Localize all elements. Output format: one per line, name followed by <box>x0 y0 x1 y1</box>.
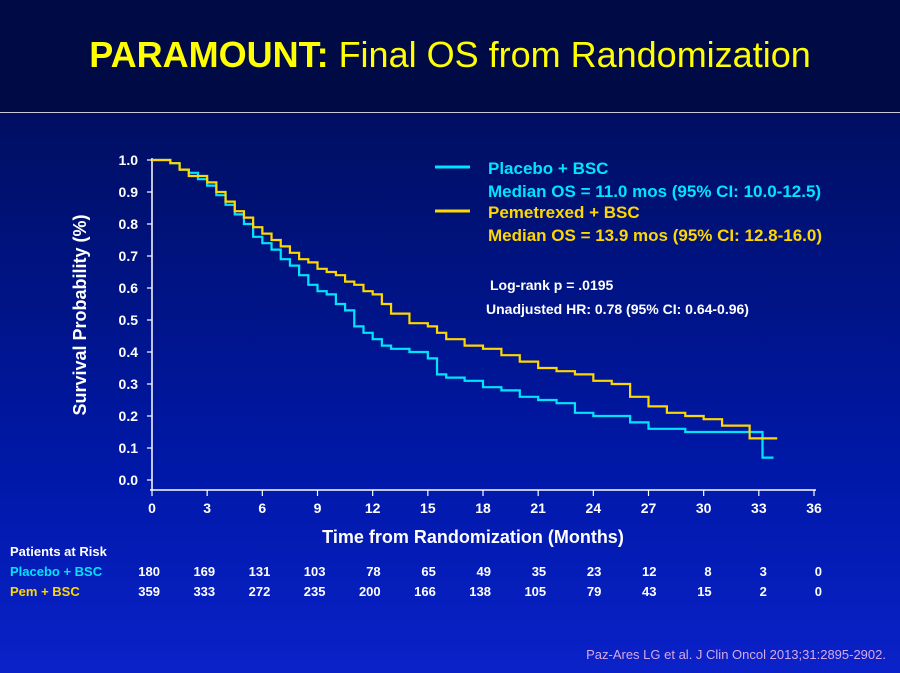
x-tick-label: 27 <box>641 500 657 516</box>
x-tick-label: 6 <box>258 500 266 516</box>
citation: Paz-Ares LG et al. J Clin Oncol 2013;31:… <box>586 647 886 662</box>
risk-cell: 23 <box>586 564 602 579</box>
x-axis-label: Time from Randomization (Months) <box>322 527 624 547</box>
risk-cell: 8 <box>704 564 712 579</box>
title-bold: PARAMOUNT: <box>89 34 329 75</box>
y-tick-label: 0.4 <box>119 344 139 360</box>
risk-cell: 65 <box>421 564 436 579</box>
risk-cell: 0 <box>814 564 822 579</box>
risk-cell: 2 <box>759 584 767 599</box>
risk-cell: 333 <box>193 584 216 599</box>
y-tick-label: 0.2 <box>119 408 139 424</box>
risk-cell: 103 <box>303 564 326 579</box>
risk-cell: 166 <box>414 584 436 599</box>
x-tick-label: 9 <box>314 500 322 516</box>
risk-cell: 79 <box>586 584 602 599</box>
risk-row-label: Pem + BSC <box>10 584 80 599</box>
risk-table-header: Patients at Risk <box>10 544 107 559</box>
risk-row-label: Placebo + BSC <box>10 564 103 579</box>
risk-cell: 131 <box>248 564 271 579</box>
placebo-curve <box>152 158 774 459</box>
x-tick-label: 15 <box>420 500 436 516</box>
risk-cell: 169 <box>193 564 216 579</box>
logrank-annotation: Log-rank p = .0195 <box>490 277 614 293</box>
risk-cell: 138 <box>469 584 491 599</box>
risk-cell: 43 <box>642 584 657 599</box>
risk-cell: 105 <box>524 584 547 599</box>
risk-cell: 15 <box>697 584 712 599</box>
risk-cell: 359 <box>138 584 160 599</box>
risk-cell: 180 <box>138 564 160 579</box>
y-tick-label: 1.0 <box>119 152 139 168</box>
y-tick-label: 0.3 <box>119 376 139 392</box>
slide-title: PARAMOUNT: Final OS from Randomization <box>0 34 900 76</box>
x-tick-label: 33 <box>751 500 767 516</box>
risk-cell: 272 <box>248 584 271 599</box>
x-tick-label: 24 <box>586 500 602 516</box>
legend-pemetrexed-label: Pemetrexed + BSC <box>488 203 640 222</box>
title-rest: Final OS from Randomization <box>328 34 811 75</box>
x-tick-label: 3 <box>203 500 211 516</box>
y-tick-label: 0.6 <box>119 280 139 296</box>
title-bar <box>0 0 900 112</box>
risk-cell: 200 <box>358 584 381 599</box>
x-tick-label: 18 <box>475 500 491 516</box>
y-tick-label: 0.1 <box>119 440 139 456</box>
x-tick-label: 0 <box>148 500 156 516</box>
y-tick-label: 0.5 <box>119 312 139 328</box>
hr-annotation: Unadjusted HR: 0.78 (95% CI: 0.64-0.96) <box>486 301 749 317</box>
risk-cell: 78 <box>366 564 381 579</box>
y-tick-label: 0.0 <box>119 472 139 488</box>
risk-cell: 3 <box>759 564 767 579</box>
x-tick-label: 30 <box>696 500 712 516</box>
y-axis-label: Survival Probability (%) <box>70 214 90 415</box>
y-tick-label: 0.7 <box>119 248 139 264</box>
x-tick-label: 12 <box>365 500 381 516</box>
legend-pemetrexed-median: Median OS = 13.9 mos (95% CI: 12.8-16.0) <box>488 226 822 245</box>
y-tick-label: 0.8 <box>119 216 139 232</box>
legend-placebo-label: Placebo + BSC <box>488 159 608 178</box>
title-divider <box>0 112 900 113</box>
risk-cell: 35 <box>531 564 547 579</box>
risk-cell: 12 <box>642 564 657 579</box>
risk-cell: 235 <box>303 584 326 599</box>
risk-cell: 0 <box>814 584 822 599</box>
y-tick-label: 0.9 <box>119 184 139 200</box>
pemetrexed-curve <box>152 158 778 440</box>
x-tick-label: 36 <box>806 500 822 516</box>
x-tick-label: 21 <box>530 500 546 516</box>
risk-cell: 49 <box>476 564 491 579</box>
legend-placebo-median: Median OS = 11.0 mos (95% CI: 10.0-12.5) <box>488 182 821 201</box>
